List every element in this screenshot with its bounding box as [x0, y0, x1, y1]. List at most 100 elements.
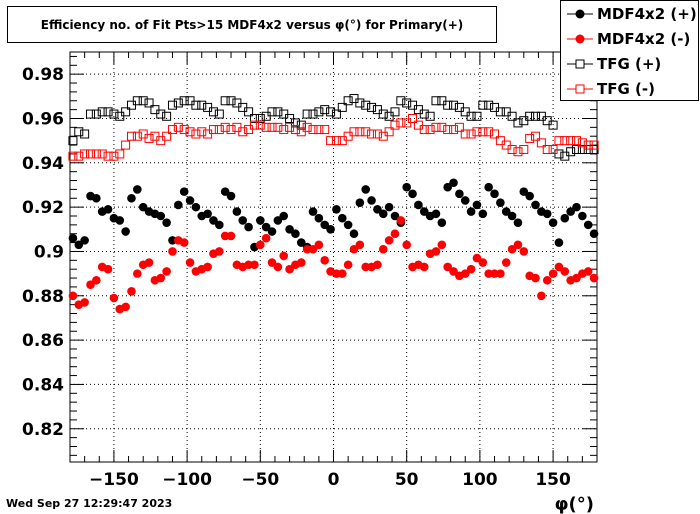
data-point	[355, 198, 365, 208]
data-point	[179, 238, 189, 247]
data-point	[577, 138, 587, 148]
data-point	[542, 275, 552, 285]
data-point	[127, 287, 136, 296]
data-point	[472, 253, 482, 263]
data-point	[220, 187, 230, 196]
data-point	[314, 213, 324, 223]
x-tick-label: 50	[395, 470, 419, 490]
data-point	[162, 111, 172, 121]
data-point	[519, 145, 529, 155]
data-point	[74, 127, 84, 137]
data-point	[273, 107, 283, 117]
data-point	[208, 107, 218, 117]
data-point	[349, 244, 359, 254]
data-point	[589, 273, 599, 283]
data-point	[126, 131, 136, 141]
data-point	[390, 211, 400, 221]
data-point	[290, 125, 300, 135]
data-point	[396, 118, 406, 128]
data-point	[103, 151, 113, 161]
data-point	[103, 264, 113, 274]
data-point	[472, 127, 482, 137]
data-point	[419, 125, 429, 135]
series-2	[68, 94, 599, 161]
data-point	[255, 120, 265, 130]
data-point	[437, 218, 447, 227]
data-point	[308, 244, 318, 254]
data-point	[256, 216, 265, 225]
data-point	[572, 202, 581, 212]
chart-title: Efficiency no. of Fit Pts>15 MDF4x2 vers…	[40, 17, 464, 32]
data-point	[460, 269, 470, 278]
legend-label: MDF4x2 (+)	[597, 5, 697, 23]
data-point	[507, 111, 517, 121]
data-point	[326, 107, 336, 117]
data-point	[320, 125, 330, 135]
data-point	[408, 113, 418, 123]
data-point	[542, 209, 552, 219]
y-tick-label: 0.84	[22, 375, 64, 395]
data-point	[466, 129, 476, 139]
chart-title-box: Efficiency no. of Fit Pts>15 MDF4x2 vers…	[7, 6, 497, 43]
data-point	[367, 129, 377, 139]
data-point	[390, 229, 400, 239]
data-point	[226, 231, 236, 241]
data-point	[332, 205, 341, 214]
data-point	[244, 107, 254, 117]
data-point	[572, 136, 582, 146]
data-marks	[68, 94, 599, 314]
data-point	[472, 200, 482, 210]
data-point	[115, 216, 125, 225]
y-tick-label: 0.98	[22, 65, 64, 85]
data-point	[361, 127, 371, 137]
data-point	[138, 96, 148, 106]
data-point	[103, 205, 113, 214]
y-tick-label: 0.9	[34, 242, 64, 262]
data-point	[583, 140, 593, 150]
data-point	[256, 240, 265, 250]
x-tick-label: −100	[162, 470, 212, 490]
legend-item-mdf-minus: MDF4x2 (-)	[561, 27, 698, 51]
data-point	[85, 149, 95, 159]
data-point	[121, 302, 130, 312]
data-point	[203, 262, 212, 272]
data-point	[449, 100, 459, 110]
data-point	[478, 258, 488, 267]
data-point	[162, 218, 171, 227]
data-point	[589, 140, 599, 150]
data-point	[449, 267, 458, 276]
data-point	[355, 240, 365, 250]
data-point	[279, 125, 289, 135]
data-point	[308, 125, 318, 135]
data-point	[525, 133, 535, 143]
data-point	[249, 120, 259, 130]
data-point	[85, 109, 95, 119]
data-point	[443, 262, 452, 272]
data-point	[267, 107, 277, 117]
data-point	[74, 151, 84, 161]
data-point	[431, 122, 441, 132]
data-point	[331, 136, 341, 146]
data-point	[478, 209, 488, 219]
data-point	[121, 227, 130, 236]
data-point	[490, 129, 500, 139]
data-point	[513, 147, 523, 157]
data-point	[302, 122, 312, 132]
data-point	[261, 122, 271, 132]
data-point	[478, 127, 488, 137]
data-point	[296, 238, 306, 247]
data-point	[326, 136, 336, 146]
data-point	[396, 96, 406, 106]
data-point	[244, 222, 253, 232]
data-point	[132, 131, 142, 141]
data-point	[285, 122, 295, 132]
data-point	[80, 236, 89, 245]
data-point	[472, 111, 482, 121]
data-point	[419, 262, 429, 272]
data-point	[414, 200, 423, 210]
data-point	[349, 229, 359, 239]
data-point	[384, 202, 394, 212]
data-point	[92, 275, 101, 285]
filled-circle-marker-icon	[567, 9, 593, 19]
